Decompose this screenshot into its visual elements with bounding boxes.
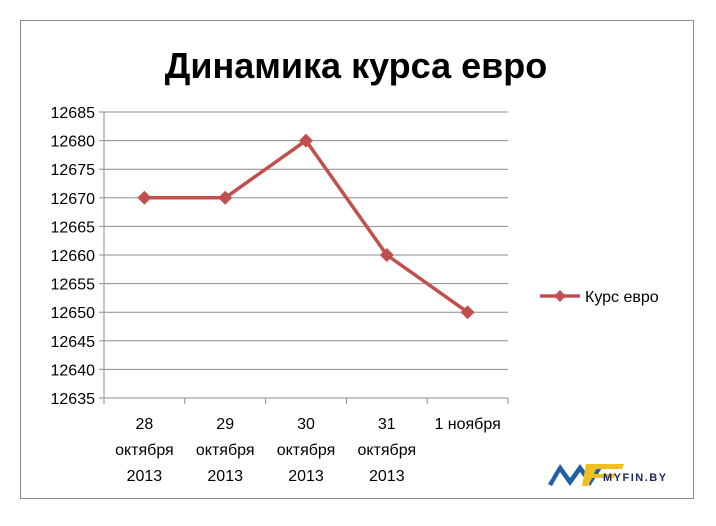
x-tick-label-line: октября xyxy=(196,442,255,459)
x-tick-label-line: октября xyxy=(357,442,416,459)
x-tick-label-line: 1 ноября xyxy=(434,416,500,433)
y-tick-label: 12675 xyxy=(51,162,96,179)
x-tick-label-line: октября xyxy=(115,442,174,459)
y-axis-ticks: 12635 12640 12645 12650 12655 12660 12665 12670… xyxy=(51,105,104,408)
y-tick-label: 12635 xyxy=(51,391,96,408)
y-tick-label: 12685 xyxy=(51,105,96,122)
myfin-logo-icon xyxy=(548,464,624,486)
axes xyxy=(103,112,508,399)
myfin-logo xyxy=(546,454,681,490)
x-tick-label-line: 29 xyxy=(216,416,234,433)
y-tick-label: 12640 xyxy=(51,362,96,379)
chart-title: Динамика курса евро xyxy=(165,45,548,86)
x-tick-label-line: октября xyxy=(277,442,336,459)
legend-marker xyxy=(554,290,566,302)
data-point-marker xyxy=(460,305,475,320)
x-tick-label: 29 октября 2013 xyxy=(196,416,255,485)
x-tick-label-line: 28 xyxy=(136,416,154,433)
x-tick-label-line: 31 xyxy=(378,416,396,433)
y-tick-label: 12645 xyxy=(51,334,96,351)
y-tick-label: 12650 xyxy=(51,305,96,322)
x-tick-label: 30 октября 2013 xyxy=(277,416,336,485)
x-tick-label-line: 2013 xyxy=(127,468,163,485)
data-point-marker xyxy=(299,133,313,148)
y-tick-label: 12660 xyxy=(51,248,96,265)
data-point-marker xyxy=(137,190,152,205)
x-tick-label: 28 октября 2013 xyxy=(115,416,174,485)
legend-label: Курс евро xyxy=(585,289,659,306)
watermark-text: MYFIN.BY xyxy=(603,472,668,484)
x-tick-label-line: 2013 xyxy=(369,468,405,485)
x-tick-label: 31 октября 2013 xyxy=(357,416,416,485)
chart-frame xyxy=(20,20,694,499)
y-tick-label: 12665 xyxy=(51,219,96,236)
data-point-marker xyxy=(379,248,394,262)
y-tick-label: 12680 xyxy=(51,134,96,151)
legend: Курс евро xyxy=(540,289,659,306)
x-tick-label: 1 ноября xyxy=(434,416,500,433)
y-tick-label: 12670 xyxy=(51,191,96,208)
y-tick-label: 12655 xyxy=(51,277,96,294)
data-point-marker xyxy=(218,190,233,205)
x-tick-label-line: 2013 xyxy=(288,468,324,485)
x-tick-label-line: 30 xyxy=(297,416,315,433)
x-tick-label-line: 2013 xyxy=(207,468,243,485)
grid-lines xyxy=(104,111,508,370)
series-group xyxy=(137,133,475,320)
